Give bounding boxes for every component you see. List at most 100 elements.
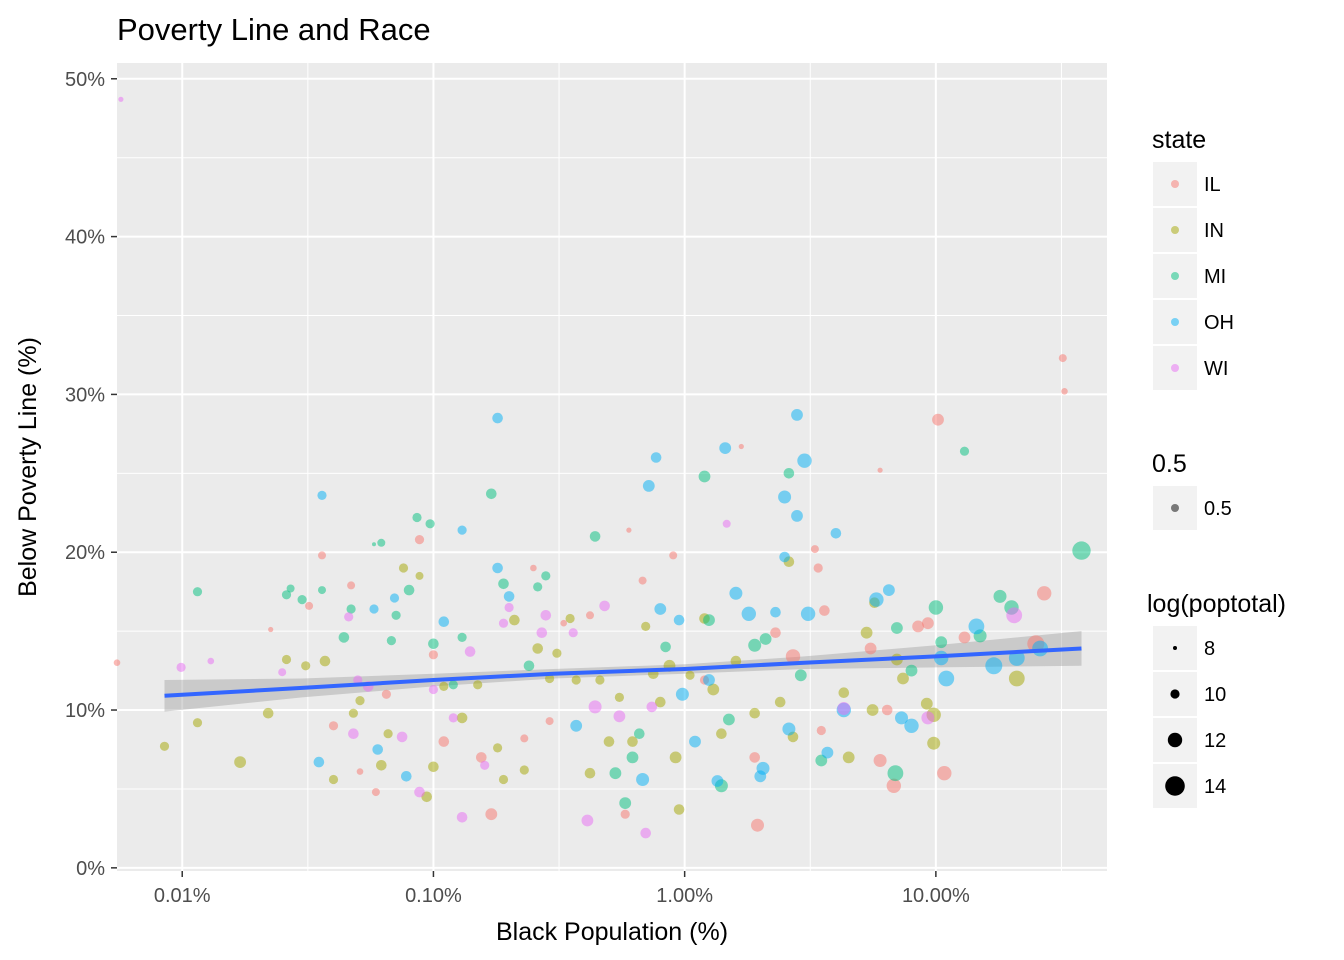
data-point-il bbox=[586, 611, 594, 620]
data-point-wi bbox=[456, 812, 468, 823]
data-point-oh bbox=[830, 528, 842, 539]
legend-size: log(poptotal) 8 10 12 14 bbox=[1147, 590, 1286, 808]
x-tick-label: 0.01% bbox=[154, 885, 211, 907]
data-point-il bbox=[438, 736, 450, 747]
data-point-il bbox=[305, 601, 314, 610]
data-point-oh bbox=[492, 412, 503, 424]
data-point-oh bbox=[711, 775, 724, 787]
data-point-in bbox=[897, 672, 909, 685]
x-tick-label: 0.10% bbox=[405, 885, 462, 907]
data-point-mi bbox=[192, 587, 203, 597]
data-point-oh bbox=[778, 490, 792, 504]
data-point-in bbox=[493, 743, 503, 753]
data-point-oh bbox=[869, 592, 884, 607]
data-point-il bbox=[669, 551, 678, 560]
data-point-wi bbox=[118, 96, 124, 102]
data-point-il bbox=[113, 659, 121, 666]
data-point-il bbox=[414, 535, 425, 545]
legend-size-title: log(poptotal) bbox=[1147, 590, 1286, 618]
data-point-il bbox=[958, 631, 971, 644]
data-point-wi bbox=[1006, 607, 1023, 624]
data-point-wi bbox=[640, 827, 651, 839]
legend-label-size: 8 bbox=[1204, 638, 1215, 660]
data-point-mi bbox=[523, 660, 535, 672]
data-point-in bbox=[614, 692, 625, 703]
data-point-oh bbox=[782, 722, 796, 736]
data-point-oh bbox=[883, 584, 895, 596]
data-point-wi bbox=[581, 814, 594, 827]
legend-key-size bbox=[1173, 646, 1177, 650]
data-point-il bbox=[476, 752, 487, 763]
data-point-in bbox=[716, 728, 727, 739]
data-point-il bbox=[560, 619, 567, 627]
data-point-mi bbox=[386, 636, 396, 646]
data-point-in bbox=[383, 729, 393, 739]
data-point-mi bbox=[759, 633, 772, 645]
data-point-in bbox=[584, 767, 596, 779]
data-point-mi bbox=[281, 590, 292, 600]
axis-ticks: 0% 10% 20% 30% 40% 50% 0.01% 0.10% 1.00% 10.00% bbox=[65, 69, 970, 907]
data-point-in bbox=[328, 774, 339, 785]
data-point-oh bbox=[703, 674, 715, 686]
data-point-in bbox=[415, 571, 424, 580]
data-point-il bbox=[886, 778, 901, 793]
data-point-mi bbox=[448, 680, 458, 690]
legend-label-size: 10 bbox=[1204, 684, 1226, 706]
x-axis-title: Black Population (%) bbox=[496, 918, 728, 946]
data-point-il bbox=[328, 721, 339, 731]
data-point-mi bbox=[959, 446, 970, 456]
data-point-il bbox=[864, 642, 877, 655]
data-point-in bbox=[519, 765, 529, 775]
data-point-wi bbox=[536, 627, 548, 638]
data-point-mi bbox=[498, 578, 509, 590]
data-point-il bbox=[749, 752, 760, 763]
data-point-mi bbox=[1072, 541, 1091, 560]
data-point-in bbox=[627, 736, 638, 747]
data-point-mi bbox=[457, 632, 467, 643]
data-point-il bbox=[873, 754, 887, 767]
data-point-oh bbox=[797, 453, 812, 468]
data-point-oh bbox=[938, 670, 955, 687]
data-point-in bbox=[669, 751, 682, 764]
data-point-wi bbox=[448, 713, 458, 723]
data-point-wi bbox=[464, 646, 476, 657]
legend-label-mi: MI bbox=[1204, 266, 1226, 288]
data-point-wi bbox=[613, 710, 626, 723]
data-point-mi bbox=[783, 468, 795, 479]
data-point-il bbox=[785, 649, 801, 664]
data-point-mi bbox=[541, 571, 551, 581]
data-point-in bbox=[1008, 670, 1025, 687]
trend-line-layer bbox=[164, 646, 1082, 698]
data-point-oh bbox=[791, 409, 803, 421]
data-point-in bbox=[355, 696, 365, 706]
data-point-in bbox=[398, 563, 409, 573]
data-point-il bbox=[545, 717, 554, 726]
y-tick-label: 0% bbox=[76, 858, 105, 880]
y-tick-label: 50% bbox=[65, 69, 105, 91]
data-point-mi bbox=[935, 636, 948, 649]
legend-key-size bbox=[1167, 732, 1183, 748]
legend-key-mi bbox=[1171, 272, 1179, 280]
data-point-il bbox=[877, 467, 883, 473]
data-point-il bbox=[937, 766, 952, 781]
data-point-il bbox=[268, 626, 274, 633]
data-point-oh bbox=[675, 687, 689, 701]
data-point-wi bbox=[588, 700, 602, 714]
data-point-il bbox=[932, 413, 944, 426]
legend-key-alpha bbox=[1171, 504, 1179, 512]
data-point-wi bbox=[344, 612, 354, 622]
data-point-oh bbox=[313, 756, 325, 768]
data-point-wi bbox=[599, 600, 610, 612]
legend-label-oh: OH bbox=[1204, 312, 1234, 334]
data-point-mi bbox=[626, 751, 639, 764]
data-point-oh bbox=[372, 744, 384, 755]
data-point-in bbox=[262, 707, 274, 719]
data-point-wi bbox=[348, 728, 359, 739]
data-point-wi bbox=[540, 610, 552, 621]
data-point-mi bbox=[928, 600, 944, 615]
data-point-mi bbox=[533, 582, 543, 592]
data-point-in bbox=[603, 736, 615, 747]
data-point-in bbox=[301, 661, 311, 671]
data-point-in bbox=[552, 648, 562, 658]
